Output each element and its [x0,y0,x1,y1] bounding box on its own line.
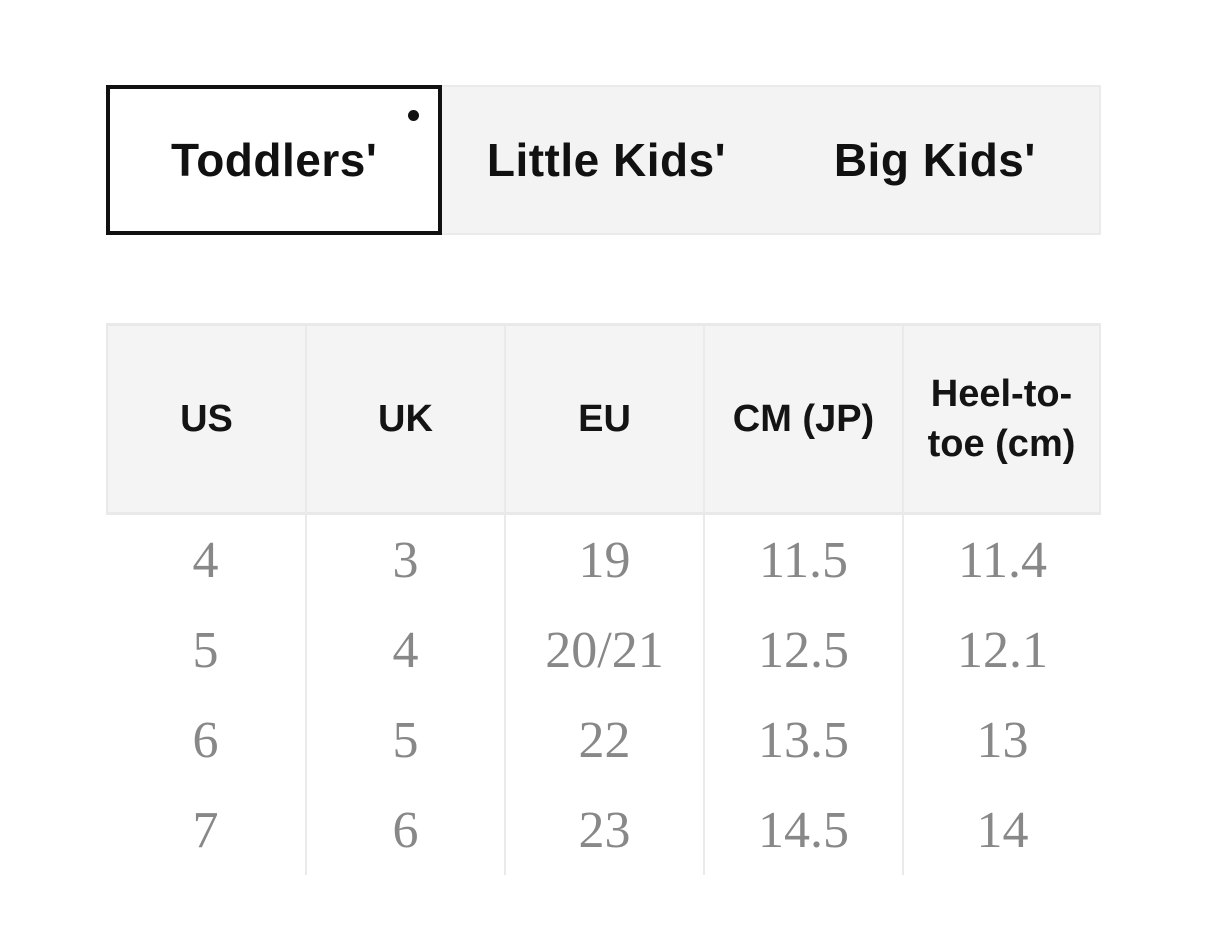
cell-heel-to-toe: 11.4 [902,515,1101,605]
cell-eu: 22 [504,695,703,785]
cell-uk: 4 [305,605,504,695]
cell-heel-to-toe: 14 [902,785,1101,875]
cell-cm-jp: 14.5 [703,785,902,875]
cell-cm-jp: 13.5 [703,695,902,785]
table-row: 7 6 23 14.5 14 [106,785,1101,875]
cell-eu: 20/21 [504,605,703,695]
cell-heel-to-toe: 12.1 [902,605,1101,695]
tab-toddlers-label: Toddlers' [171,134,378,186]
column-header-cm-jp: CM (JP) [703,326,902,515]
column-header-uk: UK [305,326,504,515]
table-header-row: US UK EU CM (JP) Heel-to-toe (cm) [106,326,1101,515]
tab-little-kids-label: Little Kids' [486,134,727,186]
cell-cm-jp: 12.5 [703,605,902,695]
cell-cm-jp: 11.5 [703,515,902,605]
table-body: 4 3 19 11.5 11.4 5 4 20/21 12.5 12.1 6 5… [106,515,1101,875]
cell-eu: 23 [504,785,703,875]
cell-eu: 19 [504,515,703,605]
size-conversion-table: US UK EU CM (JP) Heel-to-toe (cm) 4 3 19… [106,323,1101,875]
cell-us: 5 [106,605,305,695]
size-guide-page: Toddlers' Little Kids' Big Kids' US UK E… [106,85,1101,875]
column-header-us: US [106,326,305,515]
cell-uk: 3 [305,515,504,605]
tab-big-kids[interactable]: Big Kids' [771,87,1099,233]
cell-uk: 6 [305,785,504,875]
tab-little-kids[interactable]: Little Kids' [442,87,770,233]
table-row: 6 5 22 13.5 13 [106,695,1101,785]
column-header-eu: EU [504,326,703,515]
active-tab-dot-icon [408,110,420,121]
tab-big-kids-label: Big Kids' [833,134,1036,186]
table-row: 4 3 19 11.5 11.4 [106,515,1101,605]
cell-heel-to-toe: 13 [902,695,1101,785]
cell-us: 6 [106,695,305,785]
size-category-tabs: Toddlers' Little Kids' Big Kids' [106,85,1101,235]
cell-us: 4 [106,515,305,605]
cell-uk: 5 [305,695,504,785]
cell-us: 7 [106,785,305,875]
table-header: US UK EU CM (JP) Heel-to-toe (cm) [106,326,1101,515]
column-header-heel-to-toe: Heel-to-toe (cm) [902,326,1101,515]
tab-toddlers[interactable]: Toddlers' [106,85,443,235]
table-row: 5 4 20/21 12.5 12.1 [106,605,1101,695]
